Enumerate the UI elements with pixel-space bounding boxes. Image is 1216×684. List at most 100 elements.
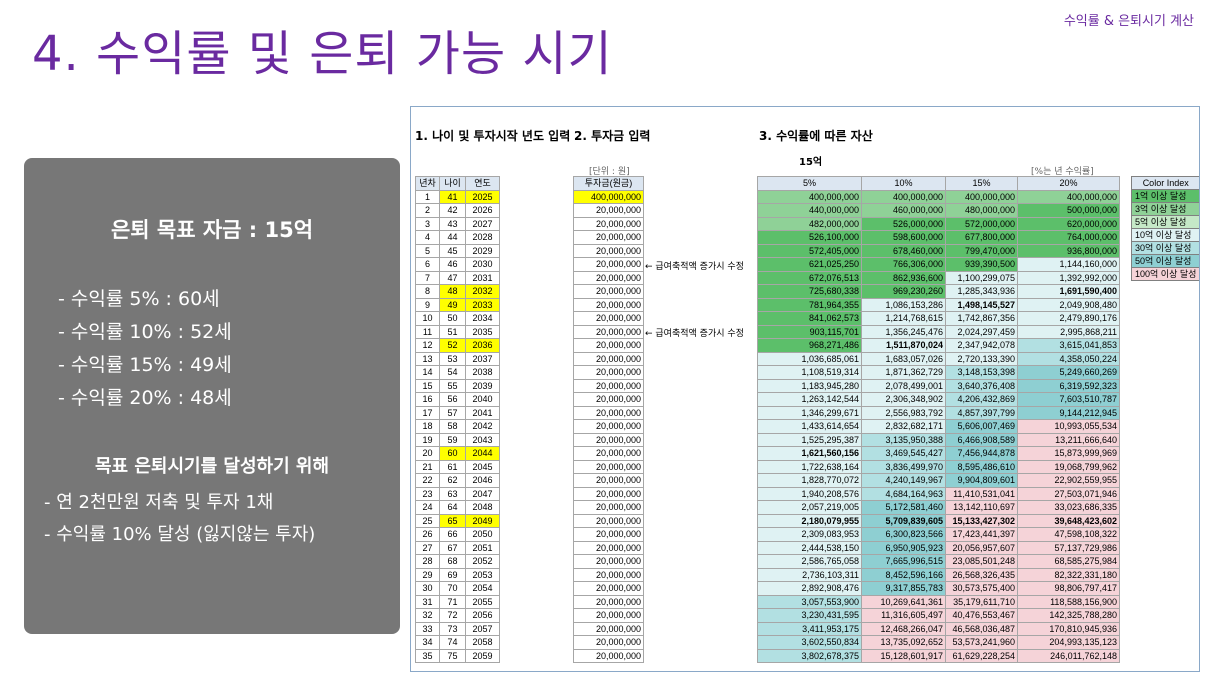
year-cell: 2027 [465,216,500,231]
table-row: 400,000,000 [573,189,644,204]
year-cell: 2059 [465,648,500,663]
table-row: 24 64 2048 [415,500,500,515]
investment-cell: 20,000,000 [573,284,644,299]
table-row: 3,411,953,175 12,468,266,047 46,568,036,48… [757,621,1120,636]
strategy-line: - 연 2천만원 저축 및 투자 1채 [44,492,274,513]
table-row: 35 75 2059 [415,648,500,663]
asset-cell: 33,023,686,335 [1017,500,1120,515]
table-row: 33 73 2057 [415,621,500,636]
year-number-cell: 11 [415,324,440,339]
asset-cell: 1,722,638,164 [757,459,862,474]
year-number-cell: 22 [415,473,440,488]
table-row: 20,000,000 [573,351,644,366]
table-row: 20,000,000 [573,216,644,231]
investment-cell: 20,000,000 [573,459,644,474]
table-row: 20,000,000 [573,338,644,353]
asset-cell: 1,346,299,671 [757,405,862,420]
asset-cell: 1,742,867,356 [945,311,1018,326]
age-cell: 47 [439,270,466,285]
table-row: 1,346,299,671 2,556,983,792 4,857,397,799 9… [757,405,1120,420]
age-cell: 45 [439,243,466,258]
year-number-cell: 13 [415,351,440,366]
asset-cell: 1,683,057,026 [861,351,946,366]
table-row: 18 58 2042 [415,419,500,434]
asset-cell: 6,319,592,323 [1017,378,1120,393]
age-table: 년차 나이 연도 1 41 2025 2 42 2026 3 43 2027 4 44 2028 5 45… [415,176,500,663]
asset-cell: 6,950,905,923 [861,540,946,555]
investment-cell: 20,000,000 [573,297,644,312]
table-row: 20,000,000 [573,608,644,623]
year-cell: 2046 [465,473,500,488]
table-row: 672,076,513 862,936,600 1,100,299,075 1,392… [757,270,1120,285]
investment-cell: 20,000,000 [573,621,644,636]
table-row: 20,000,000 [573,513,644,528]
table-row: 20,000,000 [573,297,644,312]
year-cell: 2058 [465,635,500,650]
year-number-cell: 15 [415,378,440,393]
age-cell: 54 [439,365,466,380]
table-row: 2,586,765,058 7,665,996,515 23,085,501,248… [757,554,1120,569]
age-cell: 65 [439,513,466,528]
legend-item: 1억 이상 달성 [1130,189,1199,203]
asset-cell: 246,011,762,148 [1017,648,1120,663]
asset-cell: 98,806,797,417 [1017,581,1120,596]
table-row: 2,180,079,955 5,709,839,605 15,133,427,302… [757,513,1120,528]
table-row: 968,271,486 1,511,870,024 2,347,942,078 3,6… [757,338,1120,353]
table-row: 7 47 2031 [415,270,500,285]
age-cell: 73 [439,621,466,636]
year-number-cell: 35 [415,648,440,663]
investment-cell: 20,000,000 [573,338,644,353]
table-row: 440,000,000 460,000,000 480,000,000 500,000… [757,203,1120,218]
asset-cell: 862,936,600 [861,270,946,285]
year-cell: 2042 [465,419,500,434]
age-cell: 72 [439,608,466,623]
rate-note: [%는 년 수익률] [1031,167,1094,177]
asset-cell: 460,000,000 [861,203,946,218]
asset-cell: 7,665,996,515 [861,554,946,569]
asset-cell: 9,904,809,601 [945,473,1018,488]
table-row: 20,000,000 [573,392,644,407]
asset-cell: 1,433,614,654 [757,419,862,434]
asset-cell: 400,000,000 [861,189,946,204]
table-row: 2 42 2026 [415,203,500,218]
asset-cell: 68,585,275,984 [1017,554,1120,569]
age-cell: 48 [439,284,466,299]
year-cell: 2037 [465,351,500,366]
table-row: 30 70 2054 [415,581,500,596]
table-row: 26 66 2050 [415,527,500,542]
table-row: 20,000,000 [573,594,644,609]
age-cell: 67 [439,540,466,555]
age-cell: 62 [439,473,466,488]
asset-cell: 3,057,553,900 [757,594,862,609]
table-row: 20,000,000 [573,581,644,596]
note: ← 급여축적액 증가시 수정 [645,329,744,339]
table-row: 841,062,573 1,214,768,615 1,742,867,356 2,4… [757,311,1120,326]
investment-cell: 20,000,000 [573,243,644,258]
table-row: 20,000,000 [573,459,644,474]
year-number-cell: 33 [415,621,440,636]
year-cell: 2040 [465,392,500,407]
year-cell: 2028 [465,230,500,245]
year-number-cell: 34 [415,635,440,650]
investment-table: 투자금(원금) 400,000,000 20,000,000 20,000,000 2… [573,176,644,663]
year-cell: 2038 [465,365,500,380]
asset-cell: 3,411,953,175 [757,621,862,636]
investment-cell: 20,000,000 [573,405,644,420]
year-cell: 2054 [465,581,500,596]
investment-cell: 20,000,000 [573,648,644,663]
year-cell: 2032 [465,284,500,299]
age-cell: 74 [439,635,466,650]
asset-cell: 26,568,326,435 [945,567,1018,582]
table-row: 1,828,770,072 4,240,149,967 9,904,809,601 2… [757,473,1120,488]
year-cell: 2043 [465,432,500,447]
asset-cell: 3,602,550,834 [757,635,862,650]
table-row: 2,892,908,476 9,317,855,783 30,573,575,400… [757,581,1120,596]
table-row: 20,000,000 [573,648,644,663]
table-row: 572,405,000 678,460,000 799,470,000 936,800… [757,243,1120,258]
age-cell: 68 [439,554,466,569]
age-cell: 49 [439,297,466,312]
asset-cell: 10,269,641,361 [861,594,946,609]
table-row: 25 65 2049 [415,513,500,528]
year-number-cell: 4 [415,230,440,245]
table-row: 20,000,000 [573,486,644,501]
